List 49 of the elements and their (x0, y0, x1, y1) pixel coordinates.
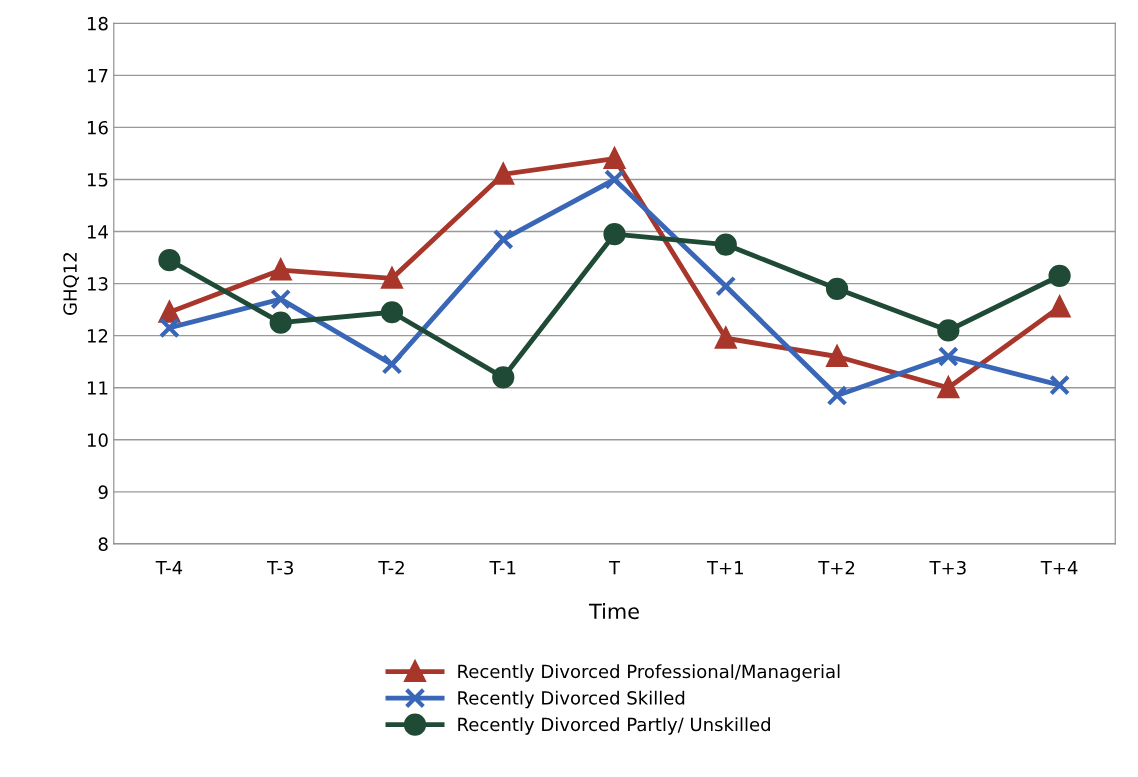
point (157, 299, 181, 323)
point (492, 366, 515, 389)
point (937, 346, 959, 367)
point (158, 249, 181, 272)
y-axis-title: GHQ12 (63, 253, 79, 315)
legend-label: Recently Divorced Partly/ Unskilled (458, 717, 770, 735)
x-tick-label: T+4 (1040, 561, 1078, 575)
point (269, 311, 292, 334)
x-tick-label: T-1 (489, 561, 516, 575)
y-tick-label: 17 (87, 69, 108, 83)
x-tick-label: T-3 (266, 560, 293, 575)
x-tick-label: T-2 (378, 560, 404, 575)
point (270, 288, 292, 310)
point (604, 169, 625, 190)
point (492, 228, 514, 250)
point (1048, 264, 1071, 287)
point (492, 161, 515, 185)
y-tick-label: 14 (87, 225, 108, 239)
x-tick-label: T+1 (706, 561, 743, 575)
x-tick-label: T+3 (929, 560, 966, 575)
y-tick-label: 8 (98, 537, 108, 552)
y-tick-label: 13 (87, 277, 108, 291)
point (603, 223, 626, 246)
legend-label: Recently Divorced Skilled (458, 690, 685, 709)
point (269, 257, 293, 281)
x-tick-label: T (608, 561, 621, 575)
x-axis-title: Time (588, 603, 639, 620)
y-tick-label: 15 (87, 173, 108, 187)
y-tick-label: 12 (87, 329, 108, 343)
legend-label: Recently Divorced Professional/Managerial (458, 664, 840, 682)
y-tick-label: 18 (87, 16, 108, 31)
x-tick-label: T+2 (818, 560, 855, 575)
y-tick-label: 16 (87, 120, 108, 135)
y-tick-label: 10 (87, 433, 108, 447)
point (937, 319, 960, 342)
point (380, 265, 404, 289)
x-tick-label: T-4 (155, 561, 183, 575)
point (159, 317, 180, 339)
point (826, 385, 848, 406)
y-tick-label: 11 (87, 381, 108, 395)
point (714, 233, 737, 256)
y-tick-label: 9 (98, 485, 108, 499)
point (714, 325, 738, 349)
point (825, 277, 849, 300)
point (380, 301, 404, 324)
point (381, 353, 403, 375)
point (715, 275, 737, 297)
point (1048, 294, 1072, 318)
point (1049, 374, 1071, 396)
